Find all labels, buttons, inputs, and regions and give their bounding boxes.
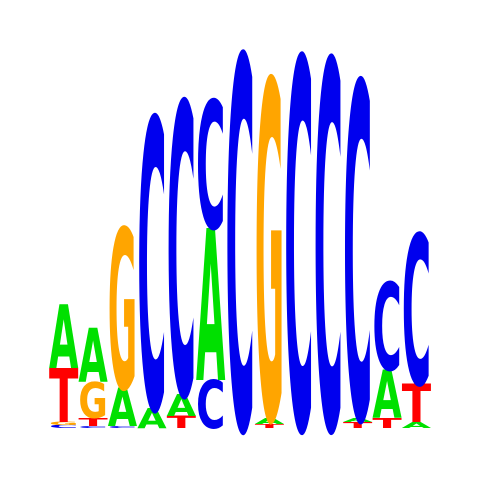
logo-letter-C: C xyxy=(78,425,107,428)
logo-letter-C: C xyxy=(343,0,372,480)
logo-letter-A: A xyxy=(196,188,225,430)
logo-letter-A: A xyxy=(49,286,78,389)
logo-letter-T: T xyxy=(78,416,108,429)
logo-letter-C: C xyxy=(314,0,343,480)
logo-letter-A: A xyxy=(78,313,108,400)
logo-column-6: CAC xyxy=(196,67,225,444)
logo-column-10: C xyxy=(314,0,343,480)
logo-letter-T: T xyxy=(167,413,197,432)
logo-column-13: ATC xyxy=(402,192,432,435)
logo-letter-G: G xyxy=(108,186,137,441)
logo-column-3: CAG xyxy=(108,186,138,441)
logo-letter-G: G xyxy=(78,373,107,430)
logo-letter-T: T xyxy=(402,375,432,435)
logo-column-7: C xyxy=(225,0,254,480)
logo-column-5: TAC xyxy=(167,24,197,480)
logo-letter-T: T xyxy=(255,423,284,429)
logo-letter-A: A xyxy=(255,417,285,427)
logo-letter-C: C xyxy=(49,424,78,429)
logo-column-4: AC xyxy=(137,39,167,480)
logo-letter-G: G xyxy=(49,421,78,426)
logo-letter-T: T xyxy=(372,415,402,431)
logo-column-12: TAC xyxy=(372,260,402,434)
logo-letter-C: C xyxy=(372,260,401,400)
logo-letter-A: A xyxy=(343,417,372,423)
logo-letter-C: C xyxy=(167,24,196,480)
logo-letter-T: T xyxy=(49,355,78,441)
logo-letter-A: A xyxy=(372,357,402,434)
logo-letter-C: C xyxy=(225,0,254,480)
logo-letter-C: C xyxy=(137,39,166,480)
logo-letter-G: G xyxy=(255,0,284,480)
logo-letter-A: A xyxy=(108,378,138,439)
logo-letter-T: T xyxy=(343,421,372,431)
logo-letter-C: C xyxy=(108,425,137,428)
logo-letter-C: C xyxy=(402,192,431,432)
logo-column-11: TAC xyxy=(343,0,372,480)
logo-column-8: TAG xyxy=(255,0,285,480)
logo-letter-A: A xyxy=(167,389,197,424)
logo-column-9: C xyxy=(284,0,313,480)
logo-letter-A: A xyxy=(137,402,167,434)
logo-letter-C: C xyxy=(196,366,225,443)
logo-letter-A: A xyxy=(402,421,432,431)
logo-letter-C: C xyxy=(196,67,225,271)
logo-letter-C: C xyxy=(284,0,313,480)
